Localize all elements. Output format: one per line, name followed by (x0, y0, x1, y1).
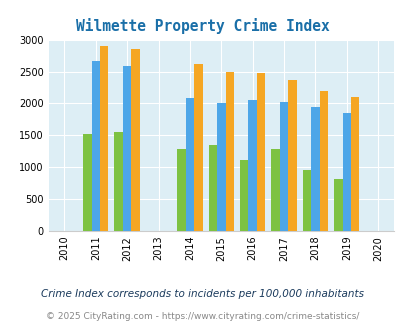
Bar (310, 107, 319, 231)
Bar (333, 179, 342, 231)
Bar (177, 149, 185, 231)
Bar (217, 103, 225, 231)
Text: Wilmette Property Crime Index: Wilmette Property Crime Index (76, 18, 329, 34)
Bar (114, 132, 123, 231)
Bar (91, 61, 100, 231)
Bar (288, 81, 296, 231)
Bar (302, 170, 310, 231)
Bar (123, 66, 131, 231)
Bar (194, 64, 202, 231)
Bar (83, 134, 91, 231)
Bar (208, 145, 217, 231)
Bar (342, 113, 350, 231)
Bar (100, 46, 108, 231)
Bar (239, 160, 248, 231)
Bar (185, 98, 194, 231)
Text: © 2025 CityRating.com - https://www.cityrating.com/crime-statistics/: © 2025 CityRating.com - https://www.city… (46, 312, 359, 321)
Bar (319, 91, 327, 231)
Bar (225, 72, 233, 231)
Text: Crime Index corresponds to incidents per 100,000 inhabitants: Crime Index corresponds to incidents per… (41, 289, 364, 299)
Bar (248, 100, 256, 231)
Bar (350, 97, 358, 231)
Bar (131, 49, 139, 231)
Bar (256, 73, 265, 231)
Bar (279, 102, 288, 231)
Bar (271, 149, 279, 231)
